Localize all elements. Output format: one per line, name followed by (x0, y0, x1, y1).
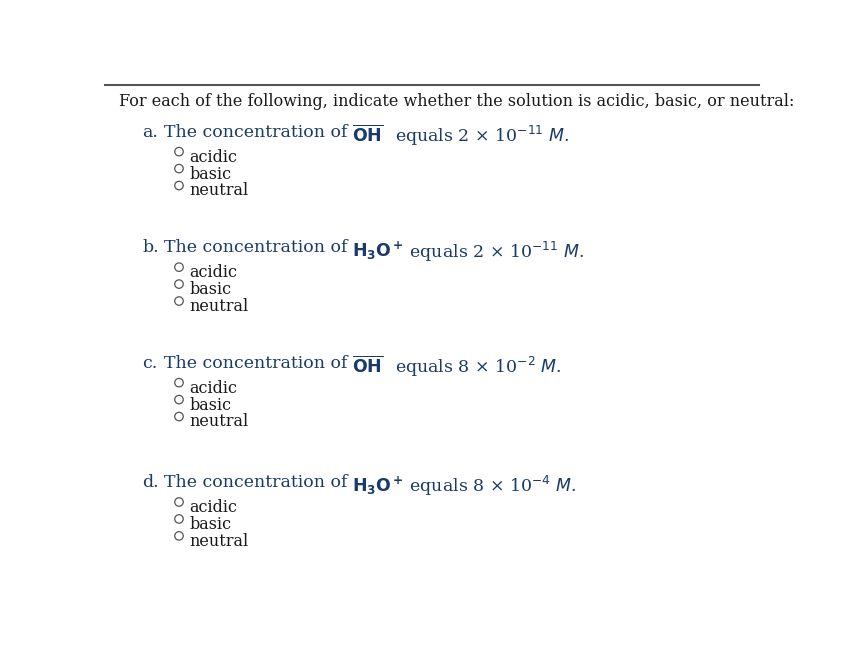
Text: equals 2 × 10$^{-11}$ $\mathit{M}$.: equals 2 × 10$^{-11}$ $\mathit{M}$. (384, 124, 569, 148)
Text: neutral: neutral (189, 533, 249, 550)
Text: acidic: acidic (189, 380, 237, 397)
Text: basic: basic (189, 281, 231, 298)
Text: For each of the following, indicate whether the solution is acidic, basic, or ne: For each of the following, indicate whet… (120, 93, 795, 110)
Text: $\mathbf{H_3O^+}$: $\mathbf{H_3O^+}$ (352, 239, 405, 261)
Text: The concentration of: The concentration of (164, 355, 352, 372)
Text: The concentration of: The concentration of (164, 474, 352, 492)
Text: d.: d. (142, 474, 159, 492)
Text: a.: a. (142, 124, 158, 141)
Text: b.: b. (142, 239, 159, 256)
Text: basic: basic (189, 516, 231, 533)
Text: The concentration of: The concentration of (164, 239, 352, 256)
Text: equals 8 × 10$^{-2}$ $\mathit{M}$.: equals 8 × 10$^{-2}$ $\mathit{M}$. (384, 355, 561, 379)
Text: $\mathbf{H_3O^+}$: $\mathbf{H_3O^+}$ (352, 474, 405, 496)
Text: equals 8 × 10$^{-4}$ $\mathit{M}$.: equals 8 × 10$^{-4}$ $\mathit{M}$. (405, 474, 577, 498)
Text: $\mathbf{\overline{OH}}$: $\mathbf{\overline{OH}}$ (352, 124, 384, 145)
Text: neutral: neutral (189, 414, 249, 430)
Text: acidic: acidic (189, 499, 237, 516)
Text: basic: basic (189, 165, 231, 183)
Text: neutral: neutral (189, 183, 249, 199)
Text: c.: c. (142, 355, 158, 372)
Text: equals 2 × 10$^{-11}$ $\mathit{M}$.: equals 2 × 10$^{-11}$ $\mathit{M}$. (405, 239, 584, 263)
Text: basic: basic (189, 396, 231, 414)
Text: The concentration of: The concentration of (164, 124, 352, 141)
Text: neutral: neutral (189, 298, 249, 315)
Text: acidic: acidic (189, 264, 237, 281)
Text: acidic: acidic (189, 149, 237, 165)
Text: $\mathbf{\overline{OH}}$: $\mathbf{\overline{OH}}$ (352, 355, 384, 376)
